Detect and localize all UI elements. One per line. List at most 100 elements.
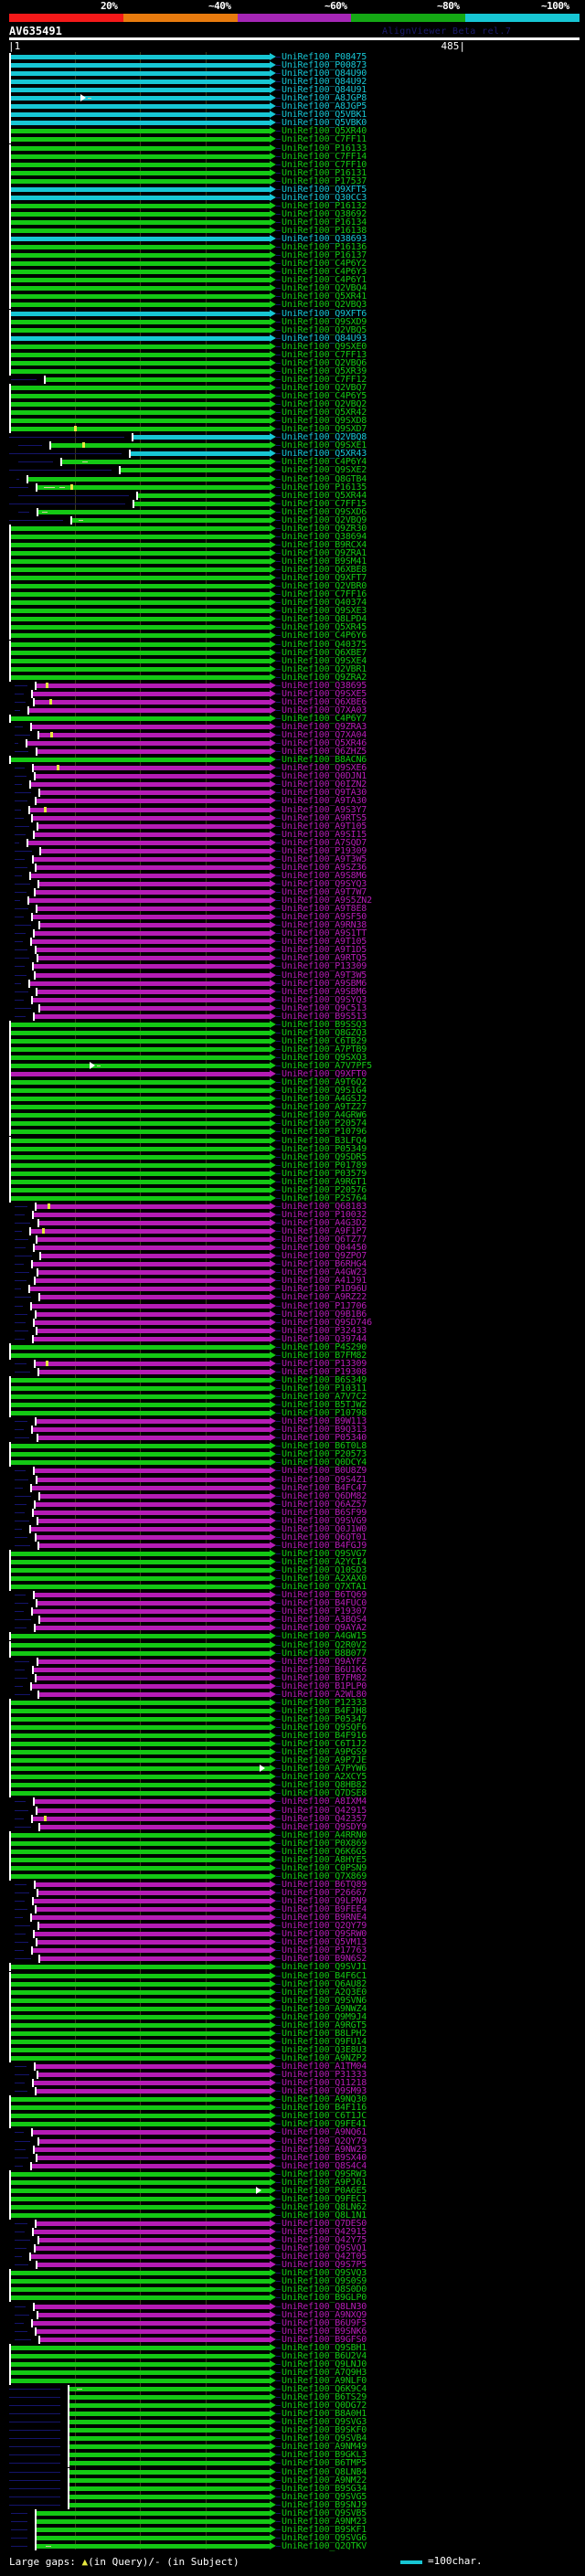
hit-label[interactable]: UniRef100_Q5XR43 [282, 449, 367, 460]
alignment-row[interactable]: UniRef100_Q38694 [0, 532, 585, 542]
hsp-bar[interactable] [69, 2453, 270, 2458]
hsp-bar[interactable] [11, 129, 270, 134]
hit-label[interactable]: UniRef100_B9SNJ9 [282, 2499, 367, 2510]
hit-label[interactable]: UniRef100_C6TB29 [282, 1035, 367, 1046]
hsp-bar[interactable] [33, 1609, 270, 1615]
alignment-row[interactable]: UniRef100_A2XCY5 [0, 1772, 585, 1782]
hit-label[interactable]: UniRef100_P2S764 [282, 1193, 367, 1203]
hit-label[interactable]: UniRef100_A9T8E8 [282, 904, 367, 915]
hit-label[interactable]: UniRef100_B9S513 [282, 1011, 367, 1022]
hit-label[interactable]: UniRef100_A9NM22 [282, 2475, 367, 2486]
hit-label[interactable]: UniRef100_Q2VBQ2 [282, 399, 367, 410]
alignment-row[interactable]: UniRef100_Q2VBR1 [0, 664, 585, 674]
hit-label[interactable]: UniRef100_Q2VBQ5 [282, 324, 367, 335]
hit-label[interactable]: UniRef100_P16134 [282, 217, 367, 228]
hit-label[interactable]: UniRef100_Q9B1B6 [282, 1309, 367, 1320]
hit-label[interactable]: UniRef100_Q0DCY4 [282, 1458, 367, 1468]
alignment-row[interactable]: UniRef100_P16134 [0, 217, 585, 228]
alignment-row[interactable]: UniRef100_B9N6S2 [0, 1954, 585, 1964]
alignment-row[interactable]: UniRef100_Q9SVB4 [0, 2433, 585, 2443]
alignment-row[interactable]: UniRef100_B9SSQ3 [0, 1020, 585, 1030]
alignment-row[interactable]: UniRef100_Q9SVJ1 [0, 1962, 585, 1972]
hsp-bar[interactable] [11, 625, 270, 631]
alignment-row[interactable]: UniRef100_B4FGJ9 [0, 1541, 585, 1551]
hsp-bar[interactable] [11, 2114, 270, 2119]
hsp-bar[interactable] [51, 443, 270, 449]
alignment-row[interactable]: UniRef100_A1TM04 [0, 2062, 585, 2072]
hsp-bar[interactable] [11, 352, 270, 357]
hit-label[interactable]: UniRef100_B4F116 [282, 2103, 367, 2114]
hit-label[interactable]: UniRef100_A7Q9H3 [282, 2367, 367, 2378]
hsp-bar[interactable] [134, 501, 270, 506]
hit-label[interactable]: UniRef100_Q2VBQ3 [282, 300, 367, 311]
hit-label[interactable]: UniRef100_C0PSN9 [282, 1862, 367, 1873]
hsp-bar[interactable] [37, 1419, 270, 1425]
hit-label[interactable]: UniRef100_Q9AYA2 [282, 1623, 367, 1634]
alignment-row[interactable]: UniRef100_A9RZ22 [0, 1292, 585, 1302]
hit-label[interactable]: UniRef100_Q2VBQ9 [282, 514, 367, 525]
hsp-bar[interactable] [11, 2047, 270, 2052]
hsp-bar[interactable] [11, 576, 270, 581]
alignment-row[interactable]: UniRef100_B6U2V4 [0, 2351, 585, 2361]
alignment-row[interactable]: UniRef100_Q9TA30 [0, 788, 585, 798]
hsp-bar[interactable] [33, 2130, 270, 2136]
hit-label[interactable]: UniRef100_P0A6E5 [282, 2185, 367, 2196]
alignment-row[interactable]: UniRef100_Q0DCY4 [0, 1458, 585, 1468]
hit-label[interactable]: UniRef100_P19307 [282, 1606, 367, 1617]
alignment-row[interactable]: UniRef100_P31333 [0, 2070, 585, 2080]
alignment-row[interactable]: UniRef100_Q7XTA1 [0, 1582, 585, 1592]
hsp-bar[interactable] [31, 2254, 270, 2260]
alignment-row[interactable]: UniRef100_A4GSJ2 [0, 1094, 585, 1104]
alignment-row[interactable]: UniRef100_B9W113 [0, 1416, 585, 1426]
alignment-row[interactable]: UniRef100_Q5XR40 [0, 126, 585, 136]
alignment-row[interactable]: UniRef100_Q9XFT7 [0, 573, 585, 583]
hit-label[interactable]: UniRef100_Q5VBK1 [282, 110, 367, 121]
alignment-row[interactable]: UniRef100_Q9XFT6 [0, 309, 585, 319]
alignment-row[interactable]: UniRef100_Q6XBE6 [0, 697, 585, 707]
alignment-row[interactable]: UniRef100_A9NQ30 [0, 2094, 585, 2104]
hsp-bar[interactable] [11, 270, 270, 275]
hit-label[interactable]: UniRef100_B9SG34 [282, 2483, 367, 2494]
hit-label[interactable]: UniRef100_Q8L1N1 [282, 2210, 367, 2221]
hit-label[interactable]: UniRef100_P08475 [282, 52, 367, 62]
hsp-bar[interactable] [11, 1865, 270, 1871]
alignment-row[interactable]: UniRef100_A7PYW6 [0, 1764, 585, 1774]
hit-label[interactable]: UniRef100_Q6XBE7 [282, 647, 367, 658]
hsp-bar[interactable] [11, 1352, 270, 1358]
alignment-row[interactable]: UniRef100_Q9SRW0 [0, 1929, 585, 1939]
hsp-bar[interactable] [11, 2188, 270, 2193]
hsp-bar[interactable] [11, 1725, 270, 1731]
alignment-row[interactable]: UniRef100_B4F916 [0, 1731, 585, 1741]
hsp-bar[interactable] [11, 2097, 270, 2103]
hsp-bar[interactable] [11, 245, 270, 250]
alignment-row[interactable]: UniRef100_Q0J1W0 [0, 1524, 585, 1534]
alignment-row[interactable]: UniRef100_Q42915 [0, 2227, 585, 2237]
hit-label[interactable]: UniRef100_B6U1K6 [282, 1664, 367, 1675]
alignment-row[interactable]: UniRef100_Q5VBK0 [0, 118, 585, 128]
alignment-row[interactable]: UniRef100_Q40375 [0, 640, 585, 650]
hit-label[interactable]: UniRef100_C6T1JC [282, 2111, 367, 2122]
hit-label[interactable]: UniRef100_P16133 [282, 143, 367, 154]
hsp-bar[interactable] [37, 2518, 270, 2524]
alignment-row[interactable]: UniRef100_A9T105 [0, 822, 585, 832]
alignment-row[interactable]: UniRef100_B6T0L8 [0, 1441, 585, 1451]
hit-label[interactable]: UniRef100_A8JGP5 [282, 101, 367, 112]
hsp-bar[interactable] [69, 2444, 270, 2450]
hsp-bar[interactable] [11, 1394, 270, 1400]
hit-label[interactable]: UniRef100_A8HYE5 [282, 1854, 367, 1865]
hsp-bar[interactable] [11, 1642, 270, 1648]
hit-label[interactable]: UniRef100_A9S3Y7 [282, 804, 367, 815]
alignment-row[interactable]: UniRef100_Q9LPN9 [0, 1896, 585, 1906]
hit-label[interactable]: UniRef100_B9RCX4 [282, 539, 367, 550]
alignment-row[interactable]: UniRef100_A9TA30 [0, 796, 585, 806]
alignment-row[interactable]: UniRef100_A2Q3E0 [0, 1988, 585, 1998]
hsp-bar[interactable] [11, 758, 270, 763]
hit-label[interactable]: UniRef100_P20573 [282, 1449, 367, 1460]
alignment-row[interactable]: UniRef100_P1J706 [0, 1301, 585, 1311]
hit-label[interactable]: UniRef100_A7V7C2 [282, 1392, 367, 1403]
hsp-bar[interactable] [11, 96, 270, 101]
alignment-row[interactable]: UniRef100_A9SBM6 [0, 979, 585, 989]
alignment-row[interactable]: UniRef100_Q8LN62 [0, 2202, 585, 2212]
hit-label[interactable]: UniRef100_A4GW15 [282, 1631, 367, 1642]
hsp-bar[interactable] [35, 2304, 270, 2309]
